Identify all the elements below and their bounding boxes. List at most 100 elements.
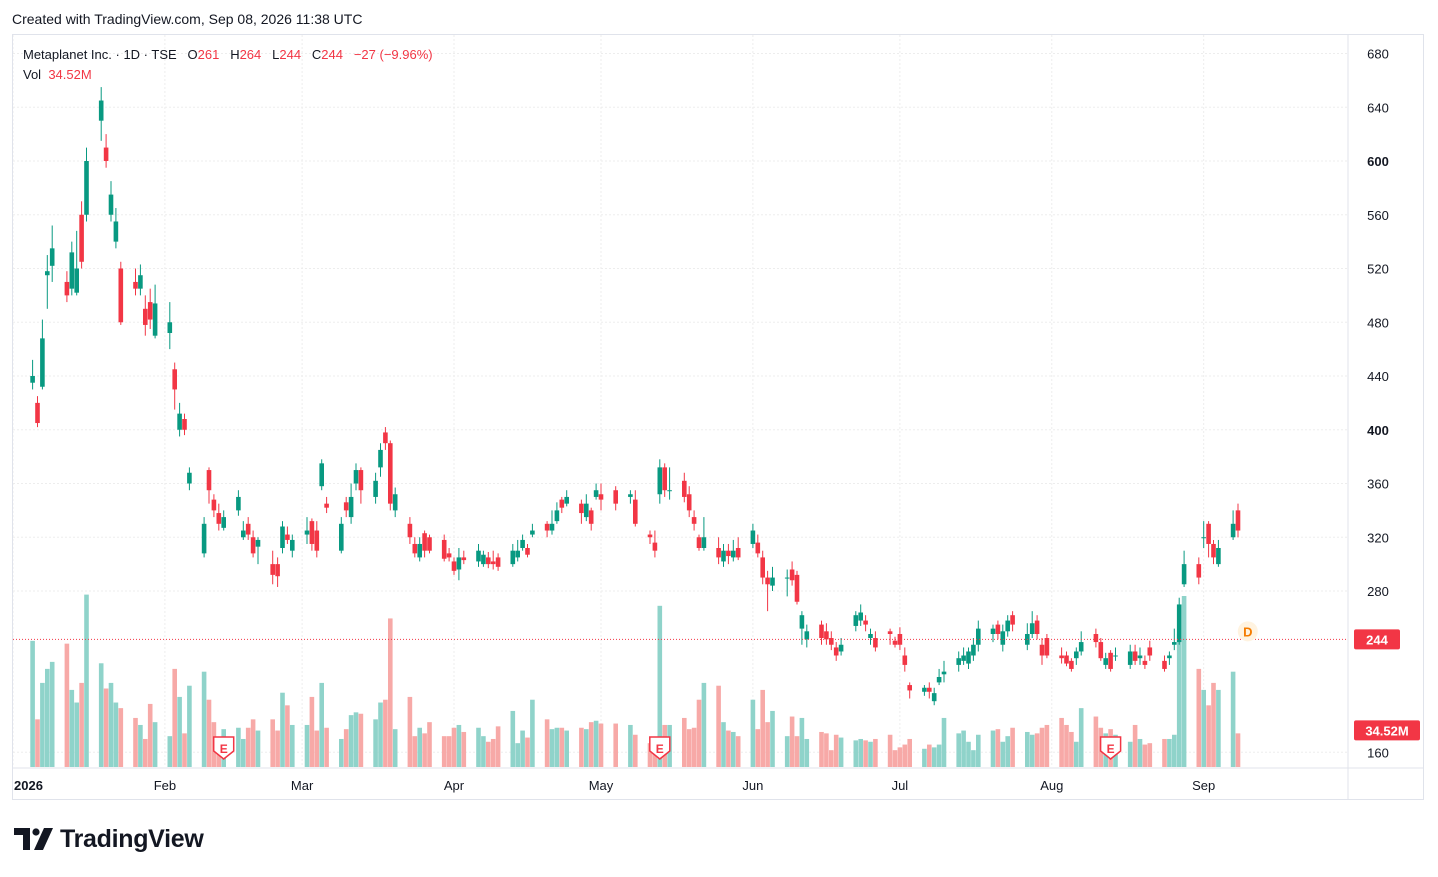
time-tick-label: Jun [742,778,763,793]
candle-body [113,221,119,242]
dividend-marker[interactable]: D [1237,621,1258,642]
candle-body [549,523,555,531]
candle-body [280,526,285,548]
last-price-badge [1354,629,1400,650]
candle-body [931,693,937,702]
candle-body [118,268,124,323]
close-label: C [311,47,322,62]
earnings-marker[interactable]: E [212,736,235,760]
candle-body [838,644,844,652]
volume-bar [819,731,824,767]
volume-bar [113,702,119,767]
volume-bar [559,727,565,767]
price-tick-label: 480 [1367,315,1389,330]
candle-body [868,634,873,639]
candle-body [138,275,143,289]
volume-bar [177,696,182,767]
candle-body [422,533,427,551]
candle-body [79,214,84,262]
candle-body [520,539,525,548]
earnings-marker-shape [649,736,671,760]
chart-frame[interactable]: 680 640 600 560 520 480 440 400 360 320 280 160 2026… [12,34,1424,800]
volume-badge [1354,720,1420,741]
candle-body [941,671,947,675]
volume-bar [770,710,775,767]
symbol-label[interactable]: Metaplanet Inc. · 1D · TSE [23,47,177,62]
price-tick-label: 520 [1367,262,1389,277]
candle-body [1132,651,1138,661]
volume-bar [902,744,908,767]
volume-bar [152,722,158,767]
volume-bar [143,738,148,767]
volume-bar [530,699,535,767]
candle-body [270,564,275,575]
candle-body [887,631,893,634]
candle-body [358,470,364,491]
volume-bar [103,688,109,767]
volume-bar [1147,743,1153,767]
candle-body [373,480,378,497]
candlestick-chart[interactable]: 680 640 600 560 520 480 440 400 360 320 280 160 2026… [13,35,1423,799]
candle-body [701,537,707,548]
axes: 680 640 600 560 520 480 440 400 360 320 280 160 2026… [13,35,1423,799]
earnings-marker[interactable]: E [1099,736,1122,760]
candle-body [476,550,481,562]
volume-bar [829,750,834,767]
candle-body [1216,548,1221,565]
candle-body [206,470,212,491]
candle-body [250,537,256,554]
candle-body [490,561,496,565]
candle-body [716,548,721,558]
volume-bar [799,717,805,767]
candle-body [628,494,633,497]
earnings-marker[interactable]: E [649,736,671,760]
volume-bar [147,703,153,767]
candle-body [873,638,878,648]
price-tick-label: 600 [1367,154,1389,169]
volume-bar [897,747,903,767]
candle-body [339,523,344,551]
volume-bar [588,722,594,767]
candle-body [530,530,535,535]
volume-bar [481,736,486,767]
candle-body [304,530,310,535]
volume-bars [30,594,1241,767]
volume-bar [30,640,35,767]
volume-bar [853,740,859,767]
volume-bar [858,738,863,767]
volume-bar [1005,736,1010,767]
volume-bar [1196,668,1202,767]
candle-body [441,539,447,559]
high-value: 264 [239,47,262,62]
volume-bar [892,750,898,767]
volume-bar [941,717,947,767]
volume-bar [735,736,741,767]
candle-body [319,463,324,487]
candle-body [167,322,173,333]
volume-bar [280,692,285,767]
candle-body [686,494,692,511]
candle-body [696,537,702,548]
candle-body [103,147,109,161]
volume-bar [755,729,761,767]
candle-body [525,548,530,555]
candle-body [662,467,667,491]
volume-bar [461,731,467,767]
volume-bar [760,689,765,767]
candle-body [177,413,182,430]
candle-body [1069,660,1074,669]
close-value: 244 [321,47,343,62]
volume-bar [554,727,560,767]
candle-body [971,644,976,656]
candle-body [417,543,422,558]
candle-body [750,530,756,544]
volume-bar [441,736,447,767]
candle-body [427,537,432,551]
tradingview-logo[interactable]: TradingView [14,824,204,854]
volume-bar [245,727,251,767]
volume-bar [490,738,496,767]
volume-bar [324,727,329,767]
price-tick-label: 560 [1367,208,1389,223]
candle-body [922,687,927,692]
candles [30,87,1241,706]
